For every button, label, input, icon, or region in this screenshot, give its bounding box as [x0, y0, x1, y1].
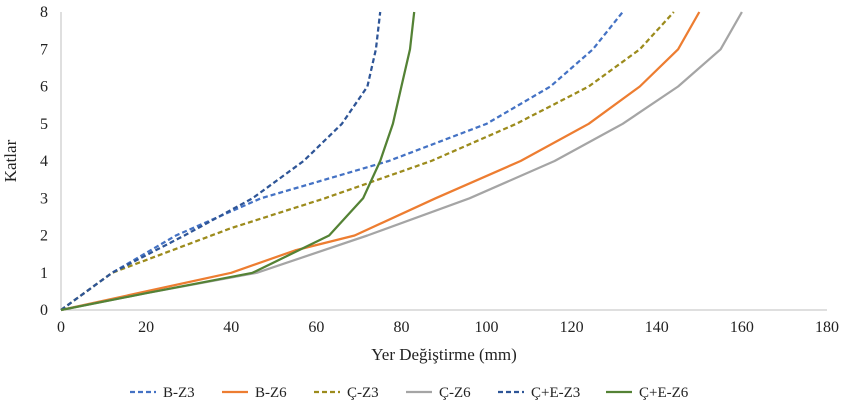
x-tick-label: 100 [475, 319, 499, 336]
y-tick-label: 1 [40, 265, 48, 282]
y-tick-label: 3 [40, 190, 48, 207]
series-line-3 [60, 11, 675, 311]
y-tick-label: 7 [40, 41, 48, 58]
x-tick-label: 160 [730, 319, 754, 336]
y-tick-label: 4 [40, 153, 48, 170]
series-lines [60, 11, 743, 312]
y-tick-label: 2 [40, 228, 48, 245]
x-tick-label: 80 [393, 319, 409, 336]
series-line-6 [60, 11, 416, 312]
x-tick-label: 40 [223, 319, 239, 336]
series-line-4 [60, 11, 743, 312]
x-axis-title: Yer Değiştirme (mm) [371, 345, 517, 364]
legend-item: Ç+E-Z3 [498, 385, 580, 401]
x-ticks: 0 20 40 60 80 100 120 140 160 180 [57, 319, 839, 336]
legend-label: B-Z6 [255, 385, 287, 401]
x-tick-label: 140 [645, 319, 669, 336]
legend-label: Ç+E-Z6 [639, 385, 689, 401]
x-tick-label: 20 [138, 319, 154, 336]
legend-item: B-Z6 [222, 385, 287, 401]
legend-label: Ç+E-Z3 [531, 385, 580, 401]
legend: B-Z3 B-Z6 Ç-Z3 Ç-Z6 Ç+E-Z3 Ç+E-Z6 [130, 385, 689, 401]
y-tick-label: 8 [40, 4, 48, 21]
y-axis-title: Katlar [1, 139, 20, 182]
x-tick-label: 120 [560, 319, 584, 336]
legend-item: Ç+E-Z6 [606, 385, 689, 401]
legend-item: B-Z3 [130, 385, 195, 401]
x-tick-label: 0 [57, 319, 65, 336]
y-tick-label: 5 [40, 116, 48, 133]
legend-item: Ç-Z3 [314, 385, 379, 401]
y-tick-label: 0 [40, 302, 48, 319]
legend-item: Ç-Z6 [406, 385, 471, 401]
series-line-1 [60, 11, 624, 311]
x-tick-label: 60 [308, 319, 324, 336]
legend-label: Ç-Z3 [347, 385, 379, 401]
axes [60, 12, 827, 311]
y-tick-label: 6 [40, 79, 48, 96]
legend-label: Ç-Z6 [439, 385, 471, 401]
legend-label: B-Z3 [163, 385, 195, 401]
y-ticks: 0 1 2 3 4 5 6 7 8 [40, 4, 48, 319]
series-line-5 [60, 11, 382, 311]
series-line-2 [60, 11, 701, 312]
x-tick-label: 180 [815, 319, 839, 336]
